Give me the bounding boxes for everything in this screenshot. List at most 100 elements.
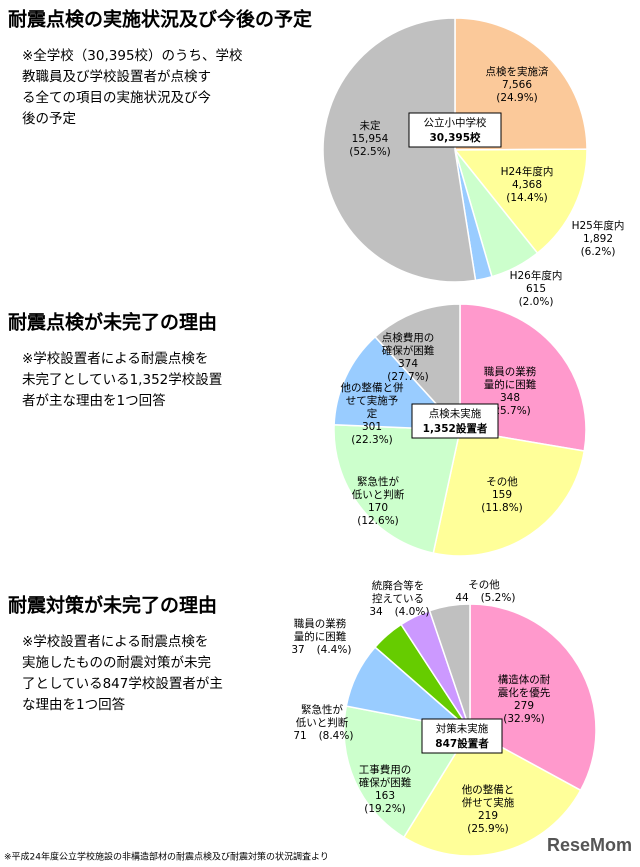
category-label: 職員の業務 [294, 617, 347, 630]
pie-slice [402, 729, 582, 857]
value-label: 34 [369, 606, 383, 618]
category-label: 点検費用の [382, 331, 435, 344]
category-label: その他 [468, 578, 500, 591]
source-note: ※平成24年度公立学校施設の非構造部材の耐震点検及び耐震対策の状況調査より [4, 851, 329, 863]
center-label: 847設置者 [435, 737, 489, 750]
slice-label: 点検費用の確保が困難 374 (27.7%) [382, 331, 435, 383]
category-label: 低いと判断 [352, 488, 405, 501]
slice-label: H26年度内 615 (2.0%) [510, 269, 563, 308]
center-label: 1,352設置者 [423, 422, 488, 435]
value-label: 615 [526, 283, 546, 295]
value-label: 301 [362, 421, 382, 433]
percent-label: (5.2%) [481, 592, 516, 604]
value-label: 279 [514, 700, 534, 712]
category-label: H25年度内 [572, 219, 625, 232]
category-label: 緊急性が [301, 703, 343, 716]
slice-label: H25年度内 1,892 (6.2%) [572, 219, 625, 258]
percent-label: (19.2%) [364, 803, 406, 815]
center-label: 30,395校 [429, 131, 481, 144]
center-box [408, 112, 502, 148]
slice-label: 緊急性が低いと判断 170 (12.6%) [352, 475, 405, 527]
percent-label: (4.4%) [317, 644, 352, 656]
category-label: H24年度内 [501, 165, 554, 178]
slice-label: その他 159 (11.8%) [481, 475, 523, 514]
chart-note: 者が主な理由を1つ回答 [22, 392, 166, 409]
category-label: せて実施予 [346, 394, 399, 407]
category-label: 震化を優先 [498, 686, 551, 699]
category-label: 未定 [360, 119, 381, 132]
chart-title: 耐震対策が未完了の理由 [8, 594, 217, 617]
pie-slice [333, 423, 461, 555]
slice-label: その他 44 (5.2%) [455, 578, 515, 604]
category-label: 構造体の耐 [498, 673, 551, 686]
percent-label: (14.4%) [506, 192, 548, 204]
percent-label: (4.0%) [395, 606, 430, 618]
category-label: 確保が困難 [382, 344, 435, 357]
category-label: 点検を実施済 [486, 65, 549, 78]
value-label: 44 [455, 592, 469, 604]
value-label: 348 [500, 392, 520, 404]
slice-label: 職員の業務量的に困難 348 (25.7%) [484, 365, 537, 417]
percent-label: (6.2%) [581, 246, 616, 258]
category-label: 工事費用の [359, 763, 412, 776]
slice-label: 点検を実施済 7,566 (24.9%) [486, 65, 549, 104]
value-label: 15,954 [352, 133, 389, 145]
category-label: その他 [486, 475, 518, 488]
percent-label: (24.9%) [496, 92, 538, 104]
chart-note: 了としている847学校設置者が主 [22, 675, 223, 692]
center-box [421, 718, 503, 754]
slice-label: 統廃合等を控えている 34 (4.0%) [369, 579, 429, 618]
percent-label: (11.8%) [481, 502, 523, 514]
value-label: 159 [492, 489, 512, 501]
slice-label: 職員の業務量的に困難 37 (4.4%) [291, 617, 351, 656]
value-label: 163 [375, 790, 395, 802]
category-label: 他の整備と併 [341, 381, 404, 394]
center-box [411, 403, 499, 439]
value-label: 37 [291, 644, 304, 656]
category-label: 職員の業務 [484, 365, 537, 378]
category-label: 定 [367, 407, 378, 420]
category-label: 統廃合等を [372, 579, 425, 592]
value-label: 219 [478, 810, 498, 822]
percent-label: (8.4%) [319, 730, 354, 742]
slice-label: H24年度内 4,368 (14.4%) [501, 165, 554, 204]
slice-label: 他の整備と併せて実施 219 (25.9%) [462, 783, 515, 835]
center-label: 点検未実施 [429, 407, 482, 420]
value-label: 1,892 [583, 233, 613, 245]
category-label: 量的に困難 [294, 630, 347, 643]
chart-note: ※全学校（30,395校）のうち、学校 [22, 47, 243, 64]
percent-label: (25.9%) [467, 823, 509, 835]
value-label: 170 [368, 502, 388, 514]
chart-note: 教職員及び学校設置者が点検す [22, 68, 211, 85]
center-label: 対策未実施 [436, 722, 489, 735]
chart-note: ※学校設置者による耐震点検を [22, 350, 208, 367]
slice-label: 緊急性が低いと判断 71 (8.4%) [293, 703, 353, 742]
percent-label: (12.6%) [357, 515, 399, 527]
chart-note: 未完了としている1,352学校設置 [22, 371, 222, 388]
pie-slice [374, 303, 461, 432]
percent-label: (22.3%) [351, 434, 393, 446]
slice-label: 他の整備と併せて実施予定 301 (22.3%) [341, 381, 404, 446]
value-label: 4,368 [512, 179, 542, 191]
slice-label: 工事費用の確保が困難 163 (19.2%) [359, 763, 412, 815]
value-label: 71 [293, 730, 306, 742]
pie-slice [432, 429, 586, 557]
slice-label: 構造体の耐震化を優先 279 (32.9%) [498, 673, 551, 725]
category-label: 控えている [372, 592, 424, 605]
category-label: 低いと判断 [296, 716, 349, 729]
chart-title: 耐震点検の実施状況及び今後の予定 [8, 8, 312, 31]
pie-slice [428, 603, 471, 731]
chart-note: な理由を1つ回答 [22, 696, 126, 713]
category-label: H26年度内 [510, 269, 563, 282]
chart-note: 実施したものの耐震対策が未完 [22, 654, 211, 671]
category-label: 緊急性が [357, 475, 399, 488]
pie-slice [453, 148, 588, 255]
category-label: 他の整備と [462, 783, 515, 796]
category-label: 確保が困難 [359, 776, 412, 789]
percent-label: (27.7%) [387, 371, 429, 383]
category-label: 量的に困難 [484, 378, 537, 391]
chart-title: 耐震点検が未完了の理由 [8, 311, 217, 334]
percent-label: (52.5%) [349, 146, 391, 158]
value-label: 7,566 [502, 79, 532, 91]
